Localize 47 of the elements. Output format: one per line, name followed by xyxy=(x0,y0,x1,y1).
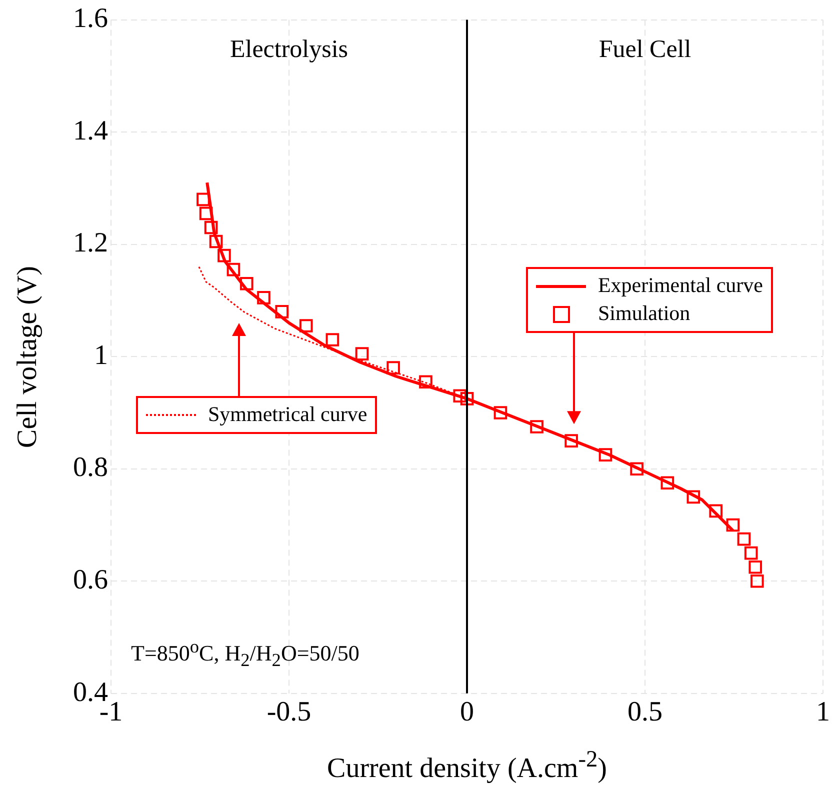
annotation: T=850$^{o}$C, H$_{2}$/H$_{2}$O=50/50 xyxy=(131,636,360,672)
point xyxy=(355,347,369,360)
point xyxy=(598,448,612,462)
y-tick-label: 1.4 xyxy=(73,115,108,146)
point xyxy=(494,406,508,420)
point xyxy=(564,434,578,448)
legend-label: Experimental curve xyxy=(598,273,763,298)
legend-label: Symmetrical curve xyxy=(208,402,368,428)
point xyxy=(226,262,240,276)
point xyxy=(737,532,751,546)
point xyxy=(460,392,474,406)
point xyxy=(386,361,400,374)
point xyxy=(750,574,764,588)
annotation: Fuel Cell xyxy=(598,36,692,64)
x-axis-title: Current density (A.cm$^{-2}$) xyxy=(327,746,607,785)
point xyxy=(204,220,218,234)
point xyxy=(709,504,722,518)
point xyxy=(744,546,758,560)
y-tick-label: 1.2 xyxy=(73,228,108,259)
point xyxy=(326,333,340,346)
y-tick-label: 1.6 xyxy=(73,3,108,34)
point xyxy=(196,192,210,206)
point xyxy=(660,476,674,490)
x-tick-label: -0.5 xyxy=(266,696,312,728)
point xyxy=(530,420,544,434)
point xyxy=(630,462,644,476)
point xyxy=(209,234,223,248)
point xyxy=(199,206,213,220)
point xyxy=(419,375,432,389)
legend-label: Simulation xyxy=(598,301,690,326)
x-tick-label: 0 xyxy=(460,696,474,728)
point xyxy=(453,389,467,403)
point xyxy=(218,248,231,262)
y-tick-label: 1 xyxy=(94,340,108,371)
point xyxy=(257,291,270,304)
x-tick-label: 1 xyxy=(816,696,830,728)
point xyxy=(275,305,289,318)
y-tick-label: 0.8 xyxy=(73,452,108,484)
y-tick-label: 0.6 xyxy=(73,564,108,596)
point xyxy=(240,276,254,290)
annotation: Electrolysis xyxy=(230,36,348,64)
point xyxy=(299,319,313,332)
point xyxy=(748,560,762,574)
x-tick-label: 0.5 xyxy=(628,696,662,728)
point xyxy=(686,490,700,504)
point xyxy=(726,518,740,532)
y-axis-title: Cell voltage (V) xyxy=(12,266,44,448)
